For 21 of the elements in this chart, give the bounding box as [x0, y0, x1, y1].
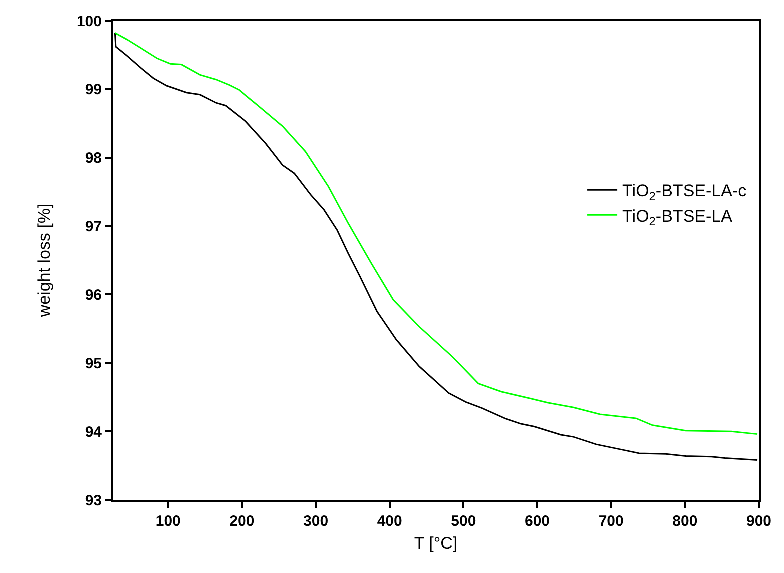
y-tick-label: 93 [85, 492, 102, 510]
legend-label: TiO$_{2}$-BTSE-LA-c [622, 182, 748, 204]
y-tick-label: 97 [85, 218, 102, 236]
x-tick-label: 600 [524, 513, 550, 530]
y-tick-label: 96 [85, 286, 102, 304]
y-tick-label: 100 [76, 13, 102, 30]
y-tick-label: 95 [85, 355, 102, 372]
y-axis-title: weight loss [%] [35, 204, 54, 318]
x-tick-label: 100 [156, 513, 181, 530]
x-tick-label: 300 [304, 513, 329, 530]
x-tick-label: 700 [598, 513, 624, 530]
x-tick-label: 800 [672, 513, 698, 530]
x-axis-title: T [°C] [414, 534, 458, 553]
legend-label: TiO$_{2}$-BTSE-LA [622, 206, 734, 228]
x-tick-label: 500 [451, 513, 476, 530]
y-tick-label: 94 [85, 424, 103, 441]
y-tick-label: 99 [85, 82, 102, 99]
x-tick-label: 400 [377, 513, 402, 530]
x-tick-label: 200 [230, 513, 255, 530]
x-tick-label: 900 [746, 513, 772, 530]
y-tick-label: 98 [85, 150, 102, 168]
